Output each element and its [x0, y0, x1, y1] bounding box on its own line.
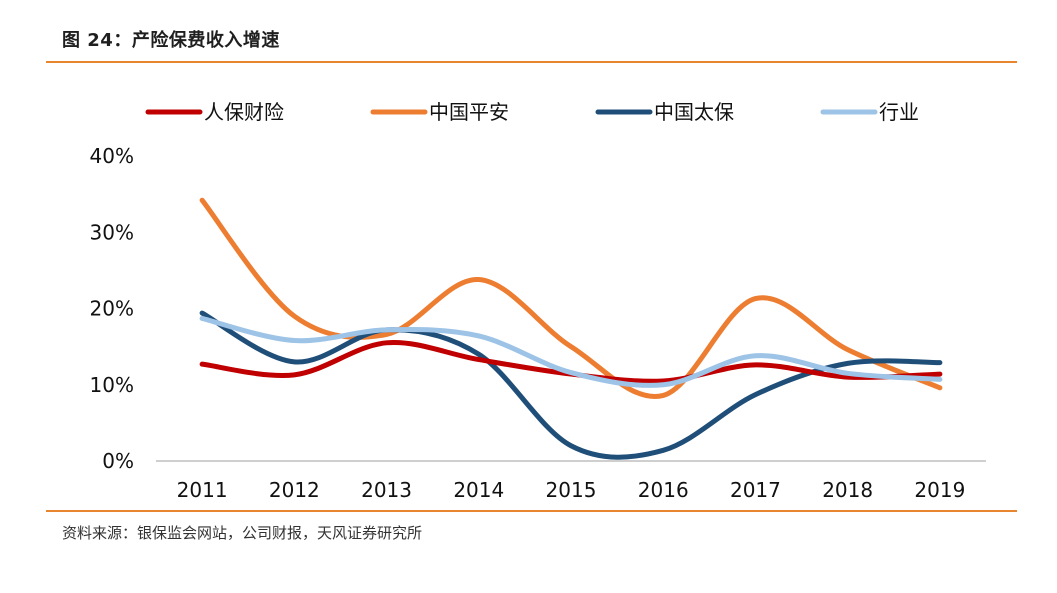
x-tick-label: 2011 [177, 478, 228, 502]
y-axis: 0% 10% 20% 30% 40% [90, 144, 134, 473]
x-tick-label: 2015 [546, 478, 597, 502]
legend-label-2: 中国平安 [429, 100, 509, 124]
x-tick-label: 2017 [730, 478, 781, 502]
legend-label-1: 人保财险 [204, 100, 284, 124]
chart-legend: 人保财险 中国平安 中国太保 行业 [145, 100, 919, 124]
series-group [199, 197, 943, 460]
bottom-divider [46, 510, 1017, 512]
series-line-4 [199, 315, 943, 388]
source-note: 资料来源：银保监会网站，公司财报，天风证券研究所 [62, 524, 423, 542]
x-tick-label: 2014 [453, 478, 504, 502]
legend-label-4: 行业 [879, 100, 919, 124]
x-tick-label: 2018 [822, 478, 873, 502]
figure-title: 图 24：产险保费收入增速 [62, 30, 280, 51]
y-tick-label: 10% [90, 373, 134, 397]
y-tick-label: 20% [90, 297, 134, 321]
y-tick-label: 0% [102, 449, 134, 473]
x-tick-label: 2016 [638, 478, 689, 502]
x-tick-label: 2019 [914, 478, 965, 502]
legend-label-3: 中国太保 [654, 100, 734, 124]
y-tick-label: 40% [90, 144, 134, 168]
x-tick-label: 2012 [269, 478, 320, 502]
top-divider [46, 61, 1017, 63]
x-tick-label: 2013 [361, 478, 412, 502]
x-axis: 2011 2012 2013 2014 2015 2016 2017 2018 2019 [156, 460, 986, 502]
y-tick-label: 30% [90, 220, 134, 244]
series-line-2 [199, 197, 943, 400]
